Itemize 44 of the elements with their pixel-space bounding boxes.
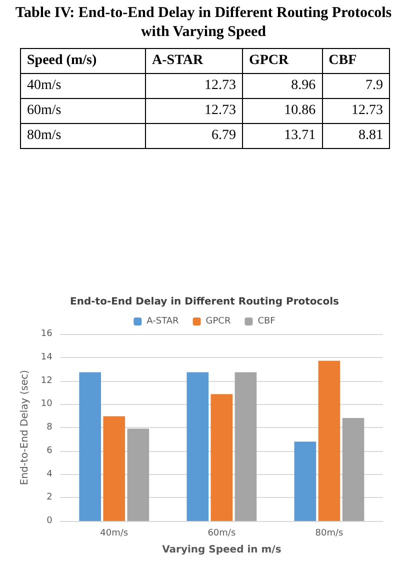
x-tick-label: 80m/s <box>315 528 344 538</box>
category-label: 80m/s <box>20 124 146 148</box>
bar <box>294 442 316 521</box>
data-label: 12.73 <box>146 74 242 98</box>
y-tick-label: 6 <box>46 446 53 456</box>
x-tick-label: 40m/s <box>100 528 128 538</box>
text: A-STAR <box>146 48 242 74</box>
data-label: 13.71 <box>242 124 322 148</box>
y-tick-label: 8 <box>46 422 53 432</box>
y-tick-label: 14 <box>40 352 53 362</box>
y-tick-label: 4 <box>46 469 53 480</box>
y-tick-label: 10 <box>40 399 53 410</box>
text: CBF <box>322 48 390 74</box>
legend-label: CBF <box>258 316 276 326</box>
bar <box>210 394 233 521</box>
data-label: 10.86 <box>242 98 322 124</box>
bar <box>79 372 102 521</box>
bar <box>186 372 209 521</box>
text: Table IV: End-to-End Delay in Different Routing Protocols with Varying Speed <box>14 4 393 42</box>
bar <box>318 360 340 521</box>
category-label: 40m/s <box>20 74 146 98</box>
y-axis-title: End-to-End Delay (sec) <box>20 370 30 486</box>
text: Speed (m/s) <box>20 48 146 74</box>
data-label: 7.9 <box>322 74 390 98</box>
category-label: 60m/s <box>20 98 146 124</box>
legend-label: GPCR <box>206 316 231 326</box>
bar <box>342 418 364 521</box>
x-tick-label: 60m/s <box>208 528 236 538</box>
bar <box>127 428 150 521</box>
y-tick-label: 0 <box>46 516 53 526</box>
x-axis-title: Varying Speed in m/s <box>162 544 282 556</box>
y-tick-label: 16 <box>40 329 53 339</box>
y-tick-label: 12 <box>40 376 52 386</box>
legend-label: A-STAR <box>146 316 179 326</box>
data-label: 6.79 <box>146 124 242 148</box>
y-tick-label: 2 <box>46 492 52 503</box>
chart-title: End-to-End Delay in Different Routing Protocols <box>70 296 340 308</box>
bar <box>234 372 257 521</box>
legend-label: GPCR <box>242 48 322 74</box>
data-label: 8.81 <box>322 124 390 148</box>
bar <box>103 416 126 521</box>
data-label: 8.96 <box>242 74 322 98</box>
data-label: 12.73 <box>146 98 242 124</box>
data-label: 12.73 <box>322 98 390 124</box>
